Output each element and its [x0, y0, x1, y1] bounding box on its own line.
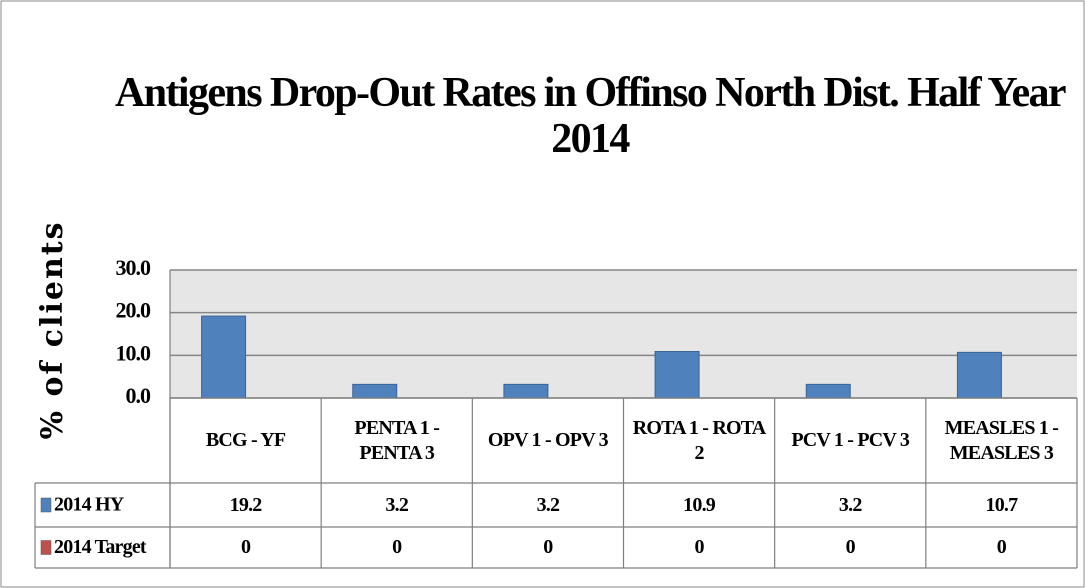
- x-tick-label: MEASLES 1 - MEASLES 3: [944, 416, 1059, 464]
- chart-title: Antigens Drop-Out Rates in Offinso North…: [115, 70, 1066, 162]
- bar: [201, 315, 247, 399]
- data-table-value-box: 0: [543, 536, 553, 558]
- legend-key: [40, 540, 52, 555]
- x-tick-label-box: MEASLES 1 - MEASLES 3: [944, 416, 1059, 464]
- bar: [654, 350, 700, 399]
- y-tick-label: 10.0: [116, 340, 152, 365]
- legend-label: 2014 Target: [54, 536, 147, 558]
- data-table-value-box: 19.2: [229, 493, 263, 516]
- data-table-value-box: 10.9: [683, 493, 716, 516]
- data-table-value-box: 0: [996, 536, 1007, 558]
- x-tick-label-box: OPV 1 - OPV 3: [487, 429, 609, 451]
- x-tick-label-box: ROTA 1 - ROTA 2: [632, 416, 767, 464]
- x-tick-label-box: PENTA 1 - PENTA 3: [354, 416, 440, 464]
- data-table-value-box: 0: [694, 536, 704, 558]
- bar: [503, 383, 549, 399]
- data-table-value: 0: [543, 536, 553, 558]
- y-tick-label: 0.0: [126, 383, 152, 408]
- data-table-value: 10.7: [985, 493, 1019, 516]
- data-table-value-box: 0: [845, 536, 856, 558]
- data-table-value: 3.2: [838, 493, 862, 516]
- y-axis-label: % of clients: [35, 220, 70, 439]
- x-tick-label: PENTA 1 - PENTA 3: [354, 416, 440, 464]
- data-table-value: 0: [392, 536, 402, 558]
- y-tick-label: 20.0: [116, 298, 152, 323]
- data-table-value: 19.2: [229, 493, 263, 516]
- data-table-value: 3.2: [536, 493, 560, 516]
- data-table-value-box: 0: [392, 536, 402, 558]
- plot-area: [170, 270, 1077, 398]
- data-table-value-box: 3.2: [838, 493, 862, 516]
- data-table-value: 0: [996, 536, 1007, 558]
- legend-key: [40, 497, 52, 513]
- x-tick-label: BCG - YF: [205, 429, 286, 451]
- data-table-value: 0: [240, 536, 251, 558]
- legend-label: 2014 HY: [54, 494, 125, 516]
- title-box: Antigens Drop-Out Rates in Offinso North…: [115, 70, 1066, 162]
- data-table-value-box: 10.7: [985, 493, 1019, 516]
- x-tick-label: ROTA 1 - ROTA 2: [632, 416, 767, 464]
- data-table-value: 3.2: [385, 493, 409, 516]
- data-table-value: 10.9: [683, 493, 716, 516]
- data-table-value-box: 3.2: [385, 493, 409, 516]
- bar: [352, 383, 398, 399]
- y-tick-label: 30.0: [116, 255, 152, 280]
- data-table-value-box: 3.2: [536, 493, 560, 516]
- data-table-value: 0: [694, 536, 704, 558]
- x-tick-label-box: PCV 1 - PCV 3: [791, 429, 910, 451]
- x-tick-label: OPV 1 - OPV 3: [487, 429, 609, 451]
- bar: [956, 351, 1002, 399]
- data-table-value-box: 0: [240, 536, 251, 558]
- x-tick-label-box: BCG - YF: [205, 429, 286, 451]
- x-tick-label: PCV 1 - PCV 3: [791, 429, 910, 451]
- data-table-value: 0: [845, 536, 856, 558]
- bar: [805, 383, 851, 399]
